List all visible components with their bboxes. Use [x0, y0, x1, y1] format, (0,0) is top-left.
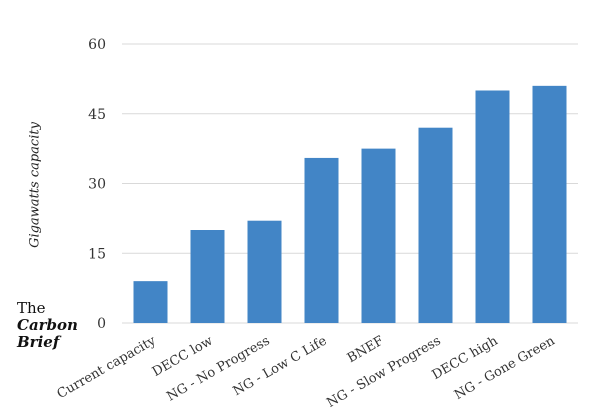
bar: [247, 220, 282, 323]
x-tick-label: NG - Low C Life: [231, 333, 330, 399]
bar: [418, 127, 453, 323]
bar: [361, 148, 396, 323]
logo-line-the: The: [17, 299, 46, 317]
logo-line-carbon: Carbon: [17, 316, 78, 334]
bar: [304, 157, 339, 323]
x-tick-label: BNEF: [345, 333, 387, 366]
y-tick-label: 45: [88, 107, 106, 123]
carbon-brief-logo: The Carbon Brief: [17, 300, 78, 351]
y-tick-label: 15: [88, 246, 106, 262]
x-tick-label: NG - No Progress: [164, 333, 272, 404]
bar: [532, 85, 567, 323]
x-tick-label: NG - Gone Green: [452, 333, 558, 403]
bar: [133, 281, 168, 323]
y-tick-label: 60: [88, 37, 106, 53]
y-tick-label: 0: [97, 316, 106, 332]
bar: [190, 230, 225, 323]
logo-line-brief: Brief: [17, 333, 60, 351]
bar: [475, 90, 510, 323]
y-axis-label: Gigawatts capacity: [27, 122, 43, 248]
y-tick-label: 30: [88, 177, 106, 193]
